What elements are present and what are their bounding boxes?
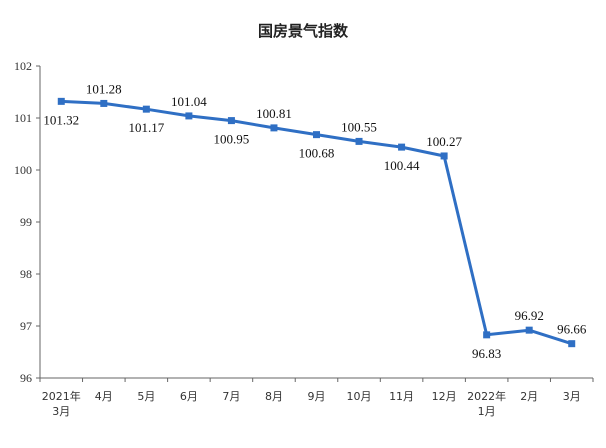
- data-label: 101.32: [43, 112, 79, 127]
- data-point: [100, 99, 108, 107]
- data-point: [483, 331, 491, 339]
- x-tick-label: 10月: [347, 390, 372, 403]
- data-label: 100.68: [299, 146, 335, 161]
- x-tick-label: 2022年 1月: [467, 389, 506, 418]
- x-tick-label: 2月: [520, 390, 538, 403]
- data-point: [525, 326, 533, 334]
- y-tick-label: 96: [20, 371, 32, 385]
- data-labels: 101.32 101.28 101.17 101.04 100.95 100.81 100.…: [43, 81, 586, 360]
- y-tick-label: 100: [14, 163, 32, 177]
- data-point: [568, 340, 576, 348]
- x-tick-label: 9月: [308, 390, 326, 403]
- x-tick-label: 3月: [563, 390, 581, 403]
- x-tick-label: 12月: [432, 390, 457, 403]
- data-label: 100.44: [384, 158, 420, 173]
- y-tick-label: 101: [14, 111, 32, 125]
- data-label: 101.17: [128, 120, 164, 135]
- data-point: [440, 152, 448, 160]
- x-tick-label: 6月: [180, 390, 198, 403]
- data-label: 100.81: [256, 106, 292, 121]
- data-label: 100.95: [214, 132, 250, 147]
- data-point: [270, 124, 278, 132]
- chart-title: 国房景气指数: [258, 22, 349, 40]
- x-tick-label: 11月: [389, 390, 414, 403]
- x-tick-label: 8月: [265, 390, 283, 403]
- y-axis-ticks: 96 97 98 99 100 101 102: [14, 59, 40, 385]
- x-tick-label: 2021年 3月: [42, 389, 81, 418]
- data-point: [398, 143, 406, 151]
- data-label: 96.83: [472, 346, 501, 361]
- y-tick-label: 102: [14, 59, 32, 73]
- x-tick-label: 7月: [222, 390, 240, 403]
- x-tick-label: 4月: [95, 390, 113, 403]
- data-point: [313, 131, 320, 139]
- data-point: [355, 137, 363, 145]
- data-point: [142, 105, 150, 113]
- x-axis-ticks: 2021年 3月 4月 5月 6月 7月 8月 9月 10月 11月 12月 2022年 1月 2月 3月: [39, 378, 594, 418]
- y-tick-label: 98: [20, 267, 32, 281]
- data-label: 100.55: [341, 119, 377, 134]
- y-tick-label: 97: [20, 319, 32, 333]
- data-label: 100.27: [426, 134, 462, 149]
- data-label: 96.92: [515, 308, 544, 323]
- series-markers: [57, 97, 576, 348]
- data-point: [57, 97, 65, 105]
- data-point: [227, 117, 235, 125]
- data-label: 101.28: [86, 81, 122, 96]
- data-label: 96.66: [557, 322, 587, 337]
- x-tick-label: 5月: [137, 390, 155, 403]
- data-label: 101.04: [171, 94, 207, 109]
- y-tick-label: 99: [20, 215, 32, 229]
- data-point: [185, 112, 193, 120]
